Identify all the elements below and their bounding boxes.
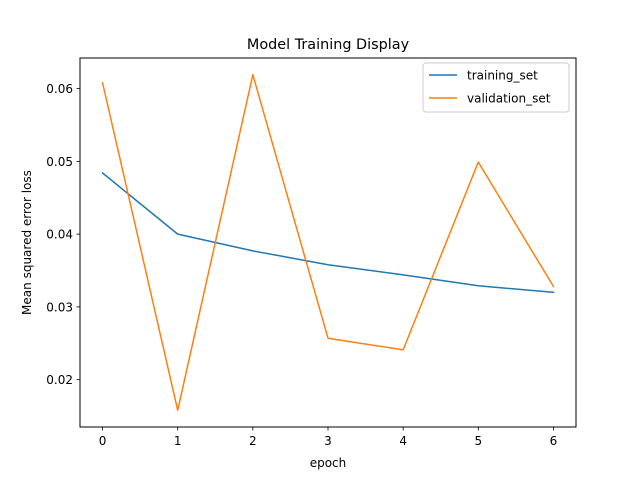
x-axis-label: epoch xyxy=(310,456,347,470)
chart-title: Model Training Display xyxy=(247,37,410,53)
series-line-validation-set xyxy=(101,73,555,412)
y-axis-ticks: 0.02 0.03 0.04 0.05 0.06 xyxy=(46,82,80,387)
legend-label-training-set: training_set xyxy=(467,69,538,83)
x-tick-label: 4 xyxy=(399,434,407,448)
y-tick-label: 0.05 xyxy=(46,155,73,169)
legend-box xyxy=(422,62,570,113)
x-tick-label: 3 xyxy=(324,434,332,448)
x-tick-label: 0 xyxy=(99,434,107,448)
legend-label-validation-set: validation_set xyxy=(467,92,551,106)
x-axis-ticks: 0 1 2 3 4 5 6 xyxy=(99,427,558,448)
y-tick-label: 0.06 xyxy=(46,82,73,96)
series-layer xyxy=(101,73,555,412)
x-tick-label: 2 xyxy=(249,434,257,448)
x-tick-label: 6 xyxy=(550,434,558,448)
series-line-training-set xyxy=(101,171,555,294)
x-tick-label: 1 xyxy=(174,434,182,448)
y-tick-label: 0.02 xyxy=(46,373,73,387)
y-axis-label: Mean squared error loss xyxy=(20,170,34,315)
y-tick-label: 0.03 xyxy=(46,300,73,314)
x-tick-label: 5 xyxy=(474,434,482,448)
legend: training_set validation_set xyxy=(422,62,570,113)
y-tick-label: 0.04 xyxy=(46,228,73,242)
plot-frame xyxy=(79,57,577,428)
